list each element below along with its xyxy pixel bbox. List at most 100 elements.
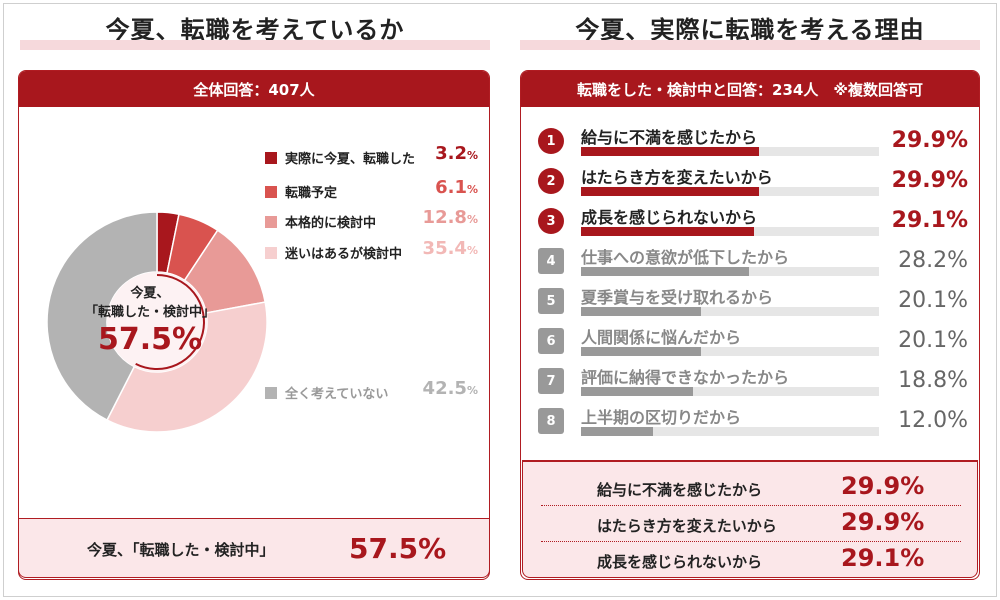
legend-label: 迷いはあるが検討中 — [285, 247, 403, 262]
legend-value: 6.1% — [435, 177, 478, 198]
rank-bar — [581, 307, 701, 316]
legend-swatch — [265, 386, 277, 399]
donut-center-line1: 今夏、 — [130, 286, 170, 301]
summary-label: はたらき方を変えたいから — [597, 517, 777, 535]
left-footer: 今夏、「転職した・検討中」 57.5% — [18, 518, 490, 578]
rank-bar — [581, 427, 653, 436]
legend-item: 実際に今夏、転職した — [265, 148, 415, 167]
legend-item: 全く考えていない — [265, 383, 388, 402]
left-panel-title: 今夏、転職を考えているか — [105, 16, 405, 44]
summary-value: 29.9% — [841, 508, 925, 536]
summary-value: 29.9% — [841, 472, 925, 500]
left-footer-value: 57.5% — [349, 532, 447, 565]
right-panel-header: 転職をした・検討中と回答：234人 ※複数回答可 — [521, 71, 979, 107]
donut-center-line2: 「転職した・検討中」 — [84, 305, 215, 320]
rank-value: 20.1% — [898, 328, 968, 353]
rank-bar — [581, 187, 760, 196]
rank-bar-track — [581, 147, 879, 156]
legend-value: 12.8% — [423, 207, 478, 228]
left-panel-header: 全体回答：407人 — [19, 71, 489, 107]
rank-bar-track — [581, 347, 879, 356]
rank-value: 29.1% — [891, 208, 968, 233]
top3-summary: 給与に不満を感じたから 29.9% はたらき方を変えたいから 29.9% 成長を… — [522, 460, 978, 578]
rank-row: 5 夏季賞与を受け取れるから 20.1% — [538, 284, 968, 320]
legend-value-unit: % — [466, 213, 478, 226]
rank-bar-track — [581, 427, 879, 436]
right-title-underline — [520, 40, 980, 50]
rank-bar — [581, 387, 694, 396]
right-panel-title: 今夏、実際に転職を考える理由 — [575, 16, 925, 44]
legend-value: 3.2% — [435, 143, 478, 164]
legend-item: 転職予定 — [265, 182, 337, 201]
summary-row: 給与に不満を感じたから 29.9% — [541, 470, 961, 506]
legend-swatch — [265, 215, 277, 228]
rank-label: はたらき方を変えたいから — [581, 168, 773, 187]
rank-number-badge: 7 — [538, 368, 564, 394]
legend-swatch — [265, 246, 277, 259]
legend-value-unit: % — [466, 244, 478, 257]
rank-bar — [581, 347, 701, 356]
legend-value-number: 35.4 — [422, 238, 467, 259]
rank-label: 人間関係に悩んだから — [581, 328, 742, 347]
rank-label: 夏季賞与を受け取れるから — [581, 288, 774, 307]
legend-item: 本格的に検討中 — [265, 212, 376, 231]
rank-bar-track — [581, 387, 879, 396]
rank-number-badge: 4 — [538, 248, 564, 274]
rank-number-badge: 1 — [538, 128, 564, 154]
rank-row: 8 上半期の区切りだから 12.0% — [538, 404, 968, 440]
rank-row: 7 評価に納得できなかったから 18.8% — [538, 364, 968, 400]
rank-number-badge: 8 — [538, 408, 564, 434]
rank-number-badge: 3 — [538, 208, 564, 234]
legend-label: 本格的に検討中 — [285, 216, 377, 231]
rank-label: 仕事への意欲が低下したから — [581, 248, 790, 267]
rank-label: 成長を感じられないから — [581, 208, 758, 227]
rank-bar-track — [581, 267, 879, 276]
rank-number-badge: 6 — [538, 328, 564, 354]
rank-value: 12.0% — [898, 408, 968, 433]
legend-value-number: 6.1 — [435, 177, 467, 198]
rank-bar-track — [581, 307, 879, 316]
legend-value-number: 12.8 — [422, 207, 467, 228]
legend-value: 42.5% — [423, 378, 478, 399]
rank-number-badge: 5 — [538, 288, 564, 314]
left-footer-label: 今夏、「転職した・検討中」 — [87, 541, 275, 559]
rank-value: 18.8% — [898, 368, 968, 393]
legend-swatch — [265, 185, 277, 198]
rank-bar — [581, 227, 755, 236]
rank-label: 評価に納得できなかったから — [581, 368, 790, 387]
donut-highlight-arc — [135, 274, 205, 370]
summary-label: 給与に不満を感じたから — [597, 481, 763, 499]
legend-value-unit: % — [466, 384, 478, 397]
rank-value: 28.2% — [898, 248, 968, 273]
rank-bar-track — [581, 187, 879, 196]
rank-row: 1 給与に不満を感じたから 29.9% — [538, 124, 968, 160]
donut-hole — [107, 272, 207, 372]
legend-value-number: 42.5 — [422, 378, 467, 399]
rank-bar-track — [581, 227, 879, 236]
summary-row: 成長を感じられないから 29.1% — [541, 542, 961, 578]
legend-value-unit: % — [466, 183, 478, 196]
rank-bar — [581, 147, 760, 156]
rank-bar — [581, 267, 750, 276]
rank-label: 上半期の区切りだから — [581, 408, 742, 427]
legend-label: 全く考えていない — [285, 387, 389, 402]
legend-swatch — [265, 151, 277, 164]
donut-center-text: 今夏、 「転職した・検討中」 57.5% — [75, 282, 225, 357]
legend-value-unit: % — [466, 149, 478, 162]
legend-label: 転職予定 — [285, 186, 338, 201]
rank-row: 6 人間関係に悩んだから 20.1% — [538, 324, 968, 360]
summary-row: はたらき方を変えたいから 29.9% — [541, 506, 961, 542]
legend-label: 実際に今夏、転職した — [285, 152, 416, 167]
rank-value: 29.9% — [891, 128, 968, 153]
summary-value: 29.1% — [841, 544, 925, 572]
legend-value-number: 3.2 — [435, 143, 467, 164]
rank-row: 4 仕事への意欲が低下したから 28.2% — [538, 244, 968, 280]
rank-row: 3 成長を感じられないから 29.1% — [538, 204, 968, 240]
rank-number-badge: 2 — [538, 168, 564, 194]
summary-label: 成長を感じられないから — [597, 553, 763, 571]
rank-row: 2 はたらき方を変えたいから 29.9% — [538, 164, 968, 200]
donut-center-value: 57.5% — [97, 322, 203, 357]
legend-item: 迷いはあるが検討中 — [265, 243, 402, 262]
rank-value: 29.9% — [891, 168, 968, 193]
rank-value: 20.1% — [898, 288, 968, 313]
